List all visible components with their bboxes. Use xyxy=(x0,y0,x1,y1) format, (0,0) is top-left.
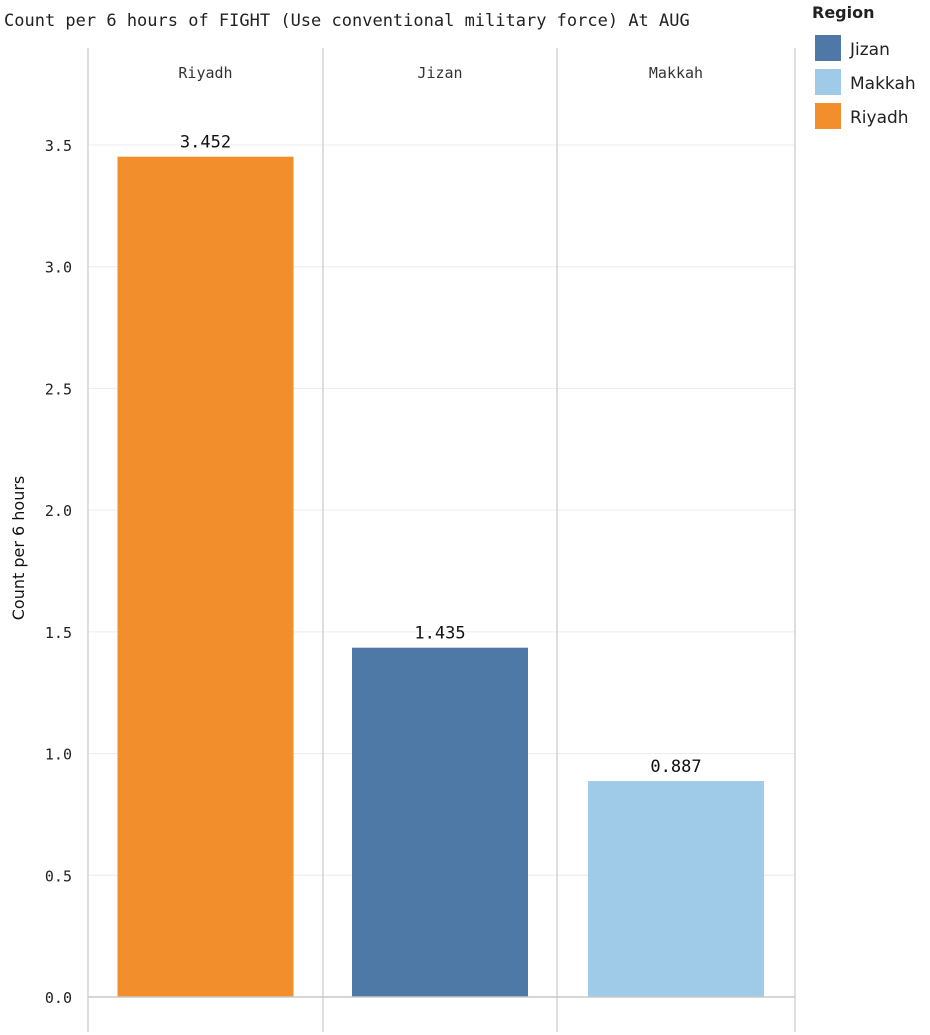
legend-label-riyadh: Riyadh xyxy=(850,108,909,128)
legend-swatch-riyadh xyxy=(815,103,841,129)
y-axis: 0.0 0.5 1.0 1.5 2.0 2.5 3.0 3.5 xyxy=(45,137,795,1007)
legend-title: Region xyxy=(812,3,875,22)
legend-label-makkah: Makkah xyxy=(850,74,916,94)
legend: Region Jizan Makkah Riyadh xyxy=(812,3,916,129)
legend-swatch-jizan xyxy=(815,35,841,61)
data-label-makkah: 0.887 xyxy=(650,757,701,777)
legend-swatch-makkah xyxy=(815,69,841,95)
data-label-jizan: 1.435 xyxy=(414,624,465,644)
column-header-makkah: Makkah xyxy=(649,64,703,82)
data-label-riyadh: 3.452 xyxy=(180,133,231,153)
y-tick-label: 1.5 xyxy=(45,624,72,642)
y-tick-label: 3.5 xyxy=(45,137,72,155)
y-tick-label: 2.0 xyxy=(45,502,72,520)
y-tick-label: 3.0 xyxy=(45,259,72,277)
y-tick-label: 0.0 xyxy=(45,989,72,1007)
bar-makkah xyxy=(588,781,764,997)
legend-label-jizan: Jizan xyxy=(849,40,890,60)
column-header-riyadh: Riyadh xyxy=(178,64,232,82)
panel-dividers xyxy=(87,48,796,1032)
bar-riyadh xyxy=(117,156,294,997)
data-labels: 3.452 1.435 0.887 xyxy=(180,133,702,777)
column-header-jizan: Jizan xyxy=(417,64,462,82)
y-tick-label: 1.0 xyxy=(45,746,72,764)
y-tick-label: 0.5 xyxy=(45,867,72,885)
chart-title: Count per 6 hours of FIGHT (Use conventi… xyxy=(4,11,690,31)
bar-jizan xyxy=(352,647,528,997)
bars xyxy=(117,156,764,997)
y-axis-label: Count per 6 hours xyxy=(9,476,28,621)
y-tick-label: 2.5 xyxy=(45,380,72,398)
column-headers: Riyadh Jizan Makkah xyxy=(178,64,703,82)
